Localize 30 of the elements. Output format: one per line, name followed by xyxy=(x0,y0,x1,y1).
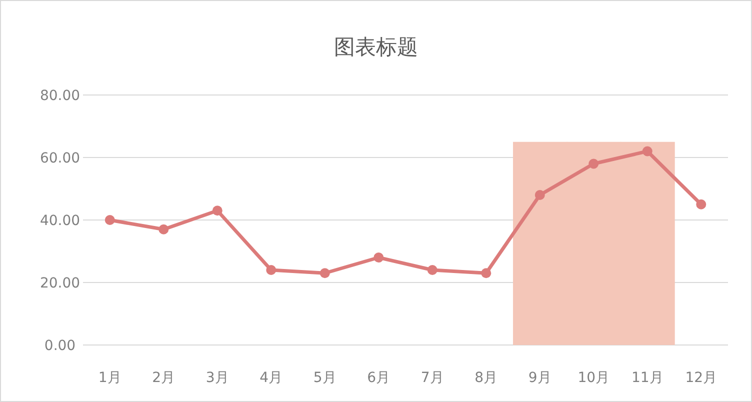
x-tick-label: 1月 xyxy=(98,370,122,386)
chart-title: 图表标题 xyxy=(334,35,418,59)
x-tick-label: 10月 xyxy=(578,370,610,386)
point xyxy=(642,146,652,156)
x-tick-label: 5月 xyxy=(313,370,336,386)
x-tick-label: 9月 xyxy=(528,370,552,386)
y-tick-label: 60.00 xyxy=(40,150,80,166)
point xyxy=(534,190,545,200)
x-tick-label: 3月 xyxy=(206,370,229,386)
y-tick-label: 0.00 xyxy=(44,338,76,354)
x-tick-label: 6月 xyxy=(367,370,390,386)
x-tick-label: 7月 xyxy=(420,370,444,386)
point xyxy=(104,215,115,225)
point xyxy=(427,265,438,275)
y-tick-label: 40.00 xyxy=(40,213,80,229)
x-tick-label: 12月 xyxy=(685,370,718,386)
point xyxy=(588,158,599,169)
point xyxy=(320,268,330,278)
x-tick-label: 11月 xyxy=(631,370,664,386)
y-tick-label: 20.00 xyxy=(40,276,80,292)
point xyxy=(374,252,384,262)
x-tick-label: 8月 xyxy=(474,370,498,386)
point xyxy=(481,268,492,278)
point xyxy=(212,206,222,216)
point xyxy=(158,224,169,234)
x-tick-label: 2月 xyxy=(152,370,176,386)
point xyxy=(696,199,706,210)
point xyxy=(266,265,276,275)
y-tick-label: 80.00 xyxy=(40,88,80,104)
x-tick-label: 4月 xyxy=(260,370,283,386)
